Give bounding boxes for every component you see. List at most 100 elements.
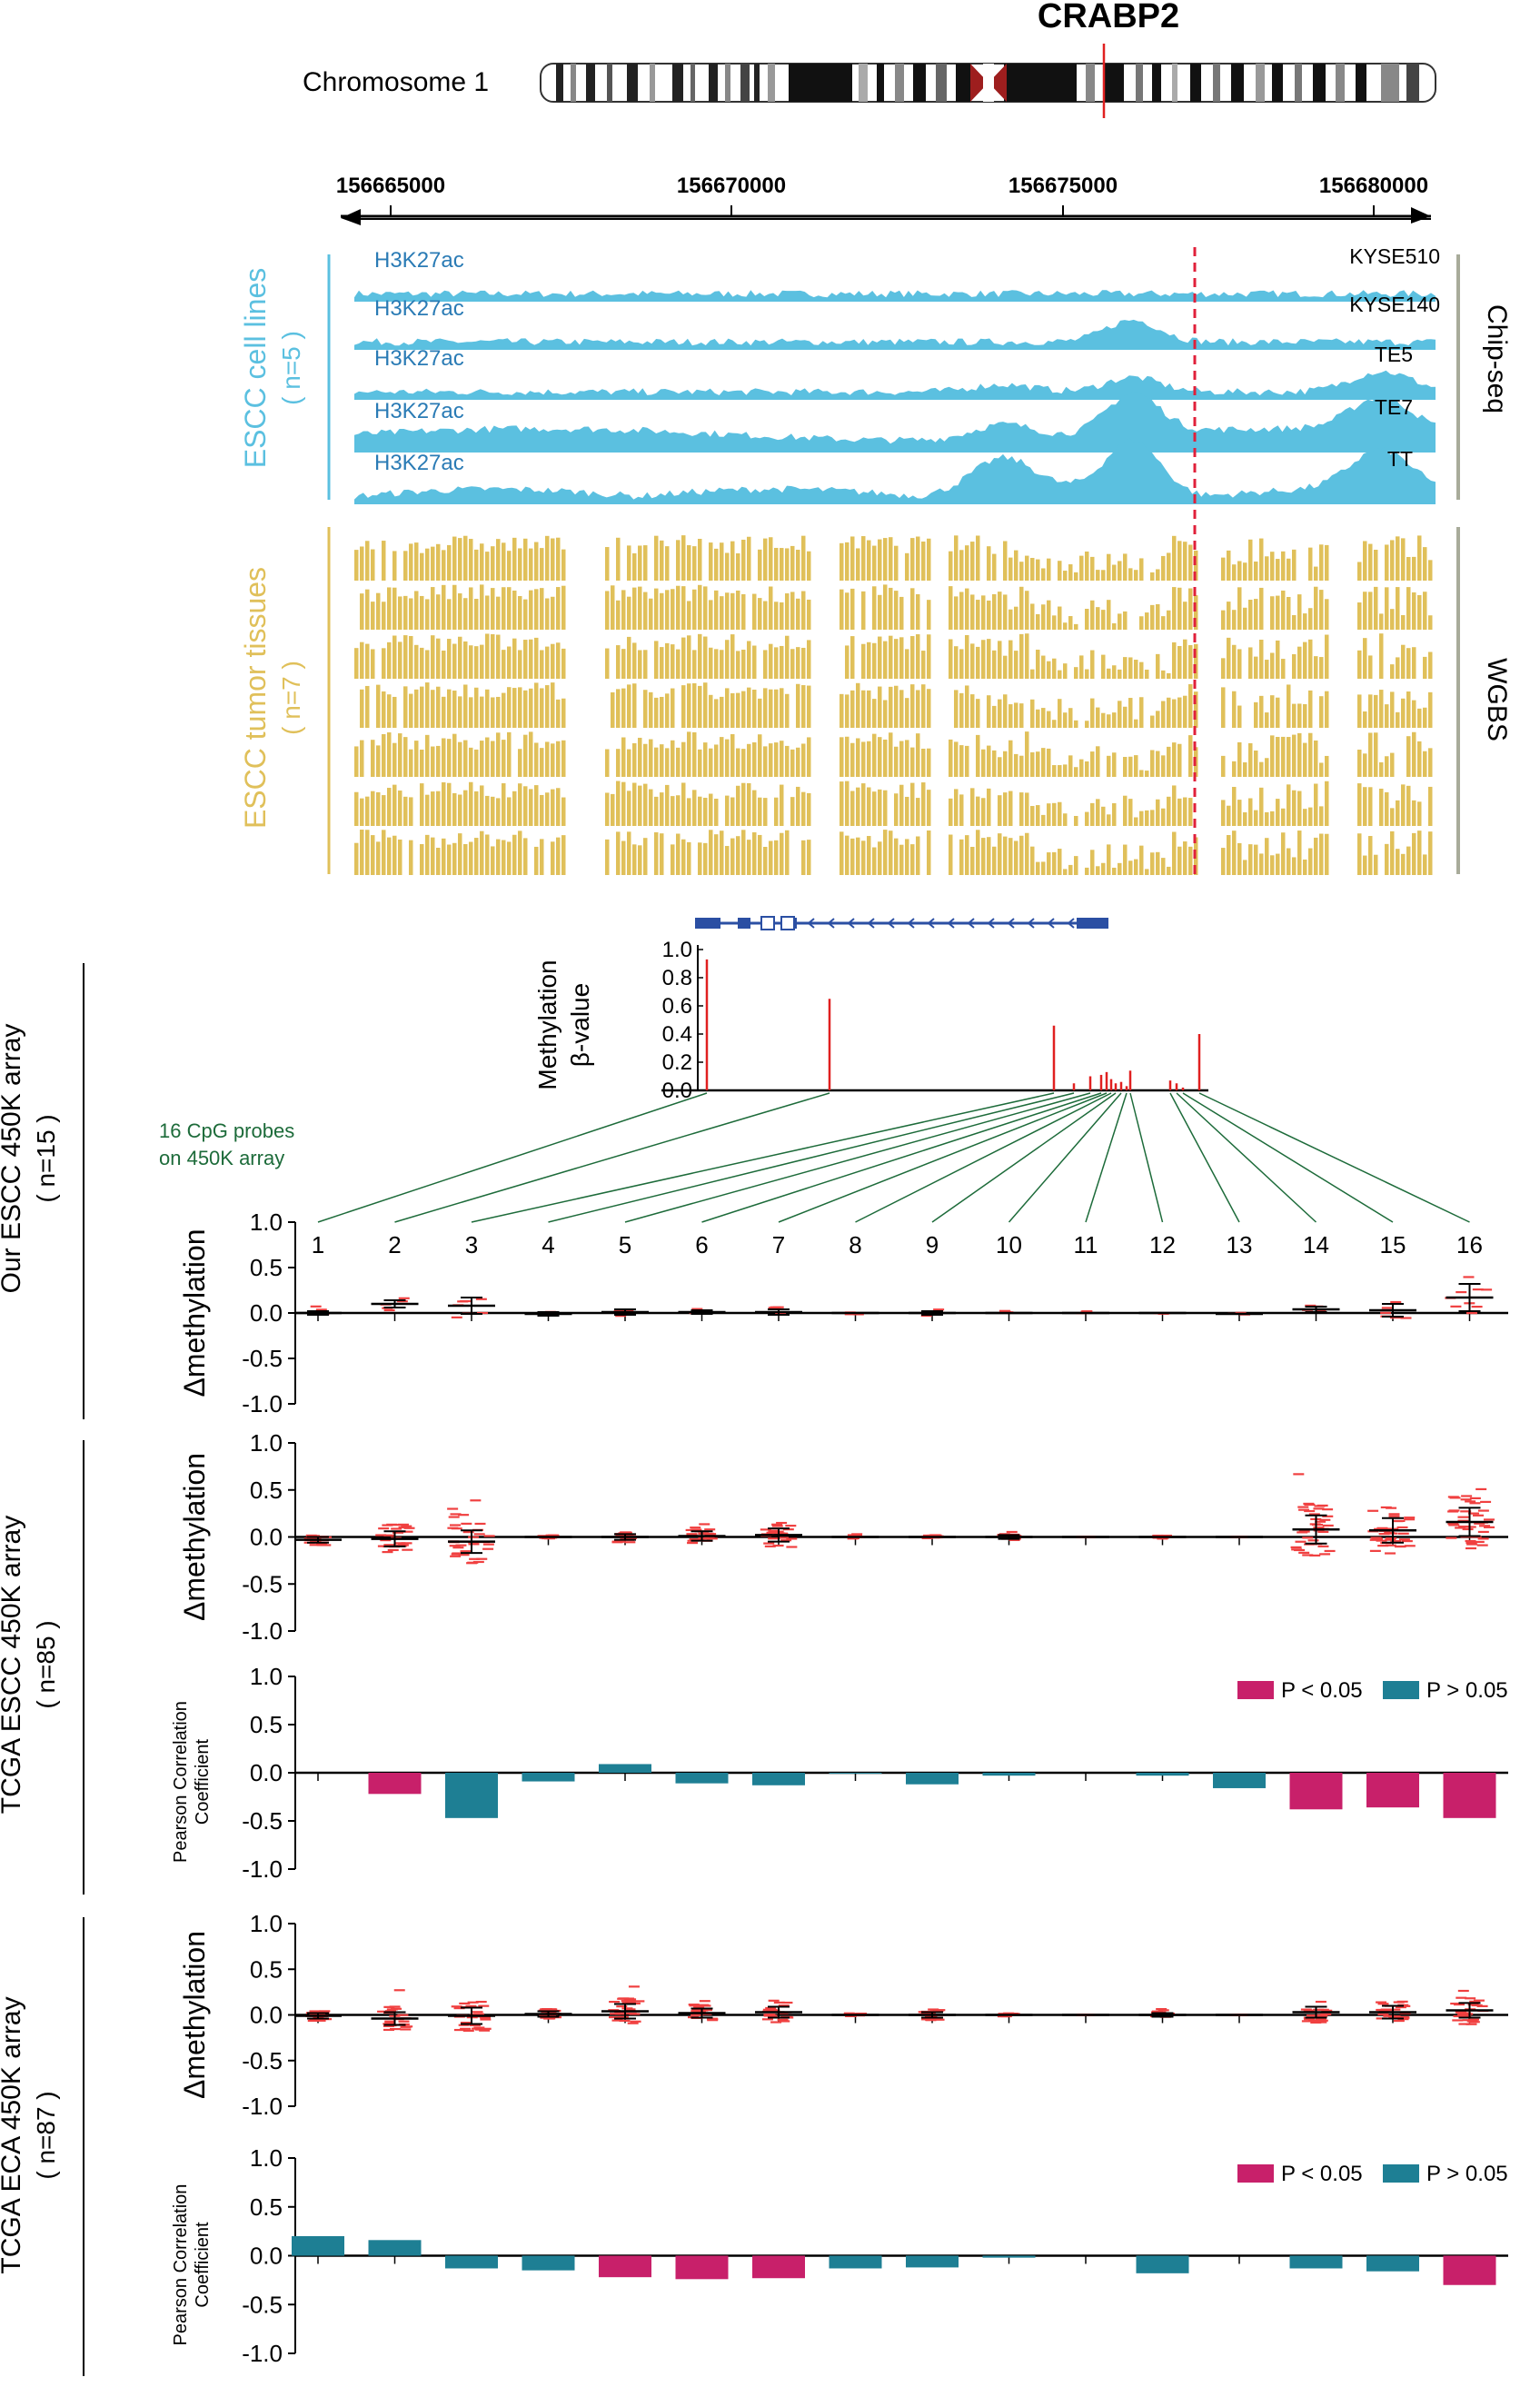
wgbs-bar (927, 830, 931, 875)
wgbs-bar (1058, 699, 1062, 728)
wgbs-bar (1292, 549, 1297, 581)
wgbs-bar (671, 740, 675, 777)
wgbs-bar (452, 691, 457, 728)
wgbs-bar (905, 839, 909, 875)
wgbs-bar (796, 598, 800, 630)
wgbs-bar (1112, 867, 1117, 875)
wgbs-bar (1090, 698, 1095, 728)
coord-tick-3: 156675000 (1008, 174, 1118, 198)
wgbs-bar (676, 585, 681, 630)
wgbs-bar (730, 797, 735, 826)
wgbs-bar (698, 749, 702, 777)
wgbs-bar (703, 797, 708, 826)
wgbs-bar (1303, 859, 1307, 875)
wgbs-bar (387, 732, 392, 777)
ideogram-band (1086, 64, 1095, 102)
wgbs-bar (365, 643, 370, 679)
ideogram-band (650, 64, 655, 102)
wgbs-bar (1237, 741, 1242, 777)
delta-ylabel: Δmethylation (178, 1228, 211, 1397)
wgbs-bar (474, 749, 479, 777)
wgbs-bar (1112, 622, 1117, 630)
wgbs-bar (921, 782, 926, 826)
wgbs-bar (1357, 650, 1362, 679)
wgbs-bar (382, 541, 386, 581)
wgbs-bar (910, 588, 915, 630)
wgbs-bar (1036, 559, 1040, 581)
wgbs-bar (1401, 614, 1406, 630)
wgbs-bar (1139, 845, 1144, 875)
wgbs-bar (376, 592, 381, 630)
wgbs-bar (970, 643, 975, 679)
wgbs-bar (959, 745, 964, 777)
wgbs-bar (1014, 840, 1018, 875)
wgbs-bar (1063, 622, 1068, 630)
wgbs-bar (518, 687, 522, 728)
wgbs-bar (518, 783, 522, 826)
wgbs-bar (529, 548, 533, 581)
chip-signal (354, 370, 1436, 400)
gene-strand-arrow (987, 918, 995, 929)
delta-ylabel: Δmethylation (178, 1453, 211, 1621)
wgbs-bar (1014, 606, 1018, 630)
wgbs-bar (660, 744, 664, 777)
ideogram-band (1336, 64, 1345, 102)
wgbs-bar (959, 649, 964, 679)
pearson-bar-8 (829, 1773, 882, 1775)
wgbs-bar (1314, 566, 1318, 581)
wgbs-bar (621, 781, 626, 826)
wgbs-bar (916, 593, 920, 630)
wgbs-bar (398, 642, 402, 679)
connector-16 (1198, 1092, 1470, 1223)
wgbs-bar (840, 589, 844, 630)
wgbs-bar (1047, 661, 1051, 679)
ideogram-band (709, 64, 718, 102)
wgbs-bar (561, 797, 566, 826)
pearson-bar-9 (906, 1773, 959, 1785)
probe-number-5: 5 (619, 1231, 631, 1258)
wgbs-bar (1123, 657, 1128, 679)
wgbs-bar (992, 593, 997, 630)
wgbs-bar (523, 538, 528, 581)
wgbs-bar (1254, 701, 1258, 728)
wgbs-bar (1276, 737, 1280, 777)
wgbs-bar (654, 535, 659, 581)
wgbs-bar (649, 739, 653, 777)
wgbs-bar (976, 796, 980, 826)
probe-number-8: 8 (849, 1231, 861, 1258)
wgbs-bar (774, 547, 779, 581)
wgbs-bar (616, 689, 621, 728)
wgbs-bar (850, 742, 855, 777)
wgbs-bar (883, 790, 888, 826)
wgbs-bar (1090, 600, 1095, 630)
wgbs-bar (987, 837, 991, 875)
wgbs-bar (1145, 810, 1149, 826)
wgbs-bar (1167, 697, 1171, 728)
wgbs-bar (1227, 835, 1231, 875)
wgbs-bar (801, 591, 806, 630)
wgbs-bar (1406, 557, 1411, 581)
wgbs-bar (392, 742, 397, 777)
wgbs-group-n: ( n=7 ) (277, 661, 305, 735)
wgbs-bar (649, 598, 653, 630)
wgbs-bar (671, 644, 675, 679)
wgbs-bar (889, 732, 893, 777)
wgbs-bar (1134, 755, 1138, 777)
wgbs-bar (1385, 704, 1389, 728)
wgbs-bar (801, 535, 806, 581)
wgbs-bar (671, 796, 675, 826)
wgbs-bar (1227, 805, 1231, 826)
wgbs-bar (387, 587, 392, 630)
wgbs-bar (1243, 761, 1247, 777)
y-tick-label: -1.0 (242, 1390, 283, 1417)
wgbs-bar (409, 543, 413, 581)
wgbs-bar (1221, 557, 1226, 581)
wgbs-bar (1041, 861, 1046, 875)
wgbs-bar (1085, 811, 1089, 826)
wgbs-bar (1003, 594, 1008, 630)
wgbs-bar (1428, 560, 1433, 581)
wgbs-bar (741, 650, 746, 679)
wgbs-bar (845, 645, 849, 679)
wgbs-bar (736, 785, 740, 826)
wgbs-bar (1374, 694, 1378, 728)
